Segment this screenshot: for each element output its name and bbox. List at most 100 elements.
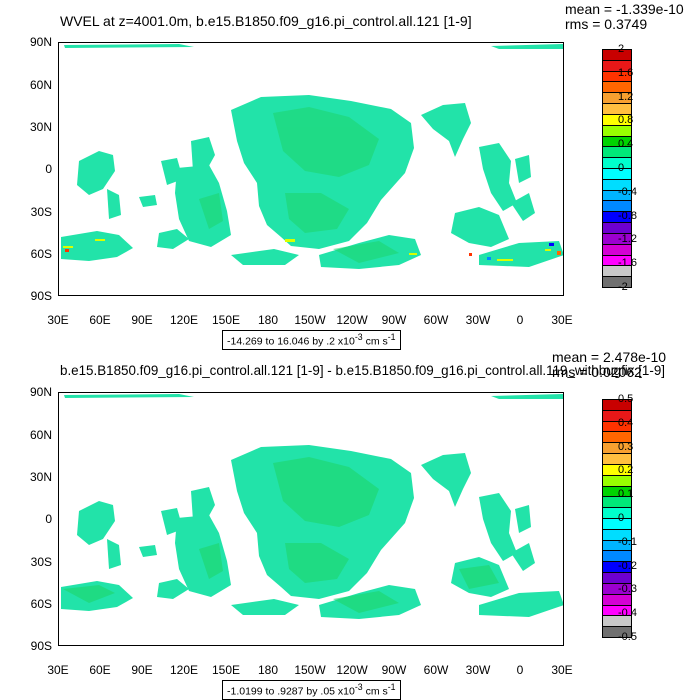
x-tick-label: 30W	[465, 313, 491, 327]
x-tick-label: 90W	[381, 663, 407, 677]
bottom-panel: b.e15.B1850.f09_g16.pi_control.all.121 […	[0, 350, 700, 700]
data-region	[285, 543, 349, 583]
range-exponent: -3	[354, 682, 363, 692]
data-region	[273, 107, 379, 177]
colorbar-label: -2	[618, 281, 628, 293]
data-region	[199, 193, 223, 229]
colorbar-label: 0.1	[618, 488, 634, 501]
y-tick-label: 90N	[29, 35, 52, 49]
map-plot	[58, 392, 564, 646]
x-tick-label: 180	[257, 663, 279, 677]
range-exponent: -3	[354, 332, 363, 342]
data-region	[479, 143, 517, 211]
y-tick-label: 0	[45, 512, 52, 526]
colorbar	[602, 399, 632, 638]
colorbar-label: -0.8	[618, 209, 637, 222]
y-tick-label: 60S	[30, 247, 52, 261]
colorbar-label: -0.4	[618, 185, 637, 198]
data-region	[333, 241, 399, 263]
data-region	[469, 253, 472, 256]
colorbar-label: -0.2	[618, 559, 637, 572]
range-unit: cm s	[365, 335, 388, 348]
x-tick-label: 120W	[336, 663, 368, 677]
x-tick-label: 120W	[336, 313, 368, 327]
data-region	[549, 243, 554, 246]
y-tick-label: 60N	[29, 428, 52, 442]
data-region	[491, 394, 563, 399]
data-region	[61, 231, 133, 261]
data-region	[333, 591, 399, 613]
range-unit: cm s	[365, 685, 388, 698]
y-tick-label: 90N	[29, 385, 52, 399]
data-region	[107, 539, 121, 569]
x-tick-label: 120E	[169, 313, 199, 327]
data-region	[511, 543, 535, 571]
data-region	[77, 501, 115, 545]
mean-stat: mean = -1.339e-10	[565, 1, 684, 17]
rms-stat: rms = 0.02062	[552, 364, 642, 380]
x-tick-label: 0	[516, 313, 524, 327]
x-tick-label: 150E	[211, 313, 241, 327]
colorbar-label: 0.4	[618, 416, 634, 429]
x-tick-label: 30E	[551, 313, 573, 327]
colorbar-label: -0.3	[618, 583, 637, 596]
data-region	[63, 246, 73, 248]
colorbar-label: 1.2	[618, 90, 634, 103]
colorbar-swatch	[602, 276, 632, 288]
x-tick-label: 30E	[47, 663, 69, 677]
range-unit-exponent: -1	[387, 332, 396, 342]
colorbar-label: -1.2	[618, 233, 637, 246]
range-text: -1.0199 to .9287 by .05 x10	[227, 685, 355, 698]
data-region	[451, 207, 509, 247]
y-tick-label: 60N	[29, 78, 52, 92]
data-region	[65, 249, 69, 252]
data-region	[191, 137, 215, 173]
x-tick-label: 60W	[423, 663, 449, 677]
range-unit-exponent: -1	[387, 682, 396, 692]
contour-range-label: -1.0199 to .9287 by .05 x10-3 cm s-1	[222, 680, 401, 700]
range-text: -14.269 to 16.046 by .2 x10	[227, 335, 355, 348]
y-tick-label: 30S	[30, 205, 52, 219]
data-region	[199, 543, 223, 579]
data-region	[157, 579, 189, 599]
x-tick-label: 150W	[294, 663, 326, 677]
data-region	[487, 257, 491, 260]
data-region	[139, 195, 157, 207]
data-region	[479, 591, 563, 617]
colorbar-label: 0	[618, 162, 625, 174]
x-tick-label: 0	[516, 663, 524, 677]
data-region	[479, 493, 517, 561]
top-panel: WVEL at z=4001.0m, b.e15.B1850.f09_g16.p…	[29, 1, 684, 350]
data-region	[497, 259, 513, 261]
data-region	[273, 457, 379, 527]
colorbar-label: 2	[618, 43, 625, 55]
x-tick-label: 60E	[89, 313, 111, 327]
data-region	[231, 249, 299, 265]
x-tick-label: 90W	[381, 313, 407, 327]
data-region	[491, 44, 563, 49]
data-region	[139, 545, 157, 557]
x-tick-label: 30E	[47, 313, 69, 327]
data-region	[77, 151, 115, 195]
data-region	[409, 253, 417, 255]
data-region	[95, 239, 105, 241]
x-tick-label: 60E	[89, 663, 111, 677]
y-tick-label: 60S	[30, 597, 52, 611]
data-region	[515, 155, 531, 183]
data-region	[285, 239, 295, 242]
data-region	[459, 565, 499, 589]
data-region	[421, 453, 471, 507]
colorbar-label: 0.2	[618, 464, 634, 477]
data-region	[421, 103, 471, 157]
x-tick-label: 120E	[169, 663, 199, 677]
data-region	[63, 585, 115, 603]
colorbar-label: -0.1	[618, 535, 637, 548]
mean-stat: mean = 2.478e-10	[552, 349, 667, 365]
colorbar-swatch	[602, 626, 632, 638]
x-tick-label: 150W	[294, 313, 326, 327]
field-map	[61, 44, 563, 269]
colorbar-label: -0.5	[618, 631, 637, 643]
colorbar-label: 0.8	[618, 114, 634, 127]
x-tick-label: 60W	[423, 313, 449, 327]
x-tick-label: 150E	[211, 663, 241, 677]
